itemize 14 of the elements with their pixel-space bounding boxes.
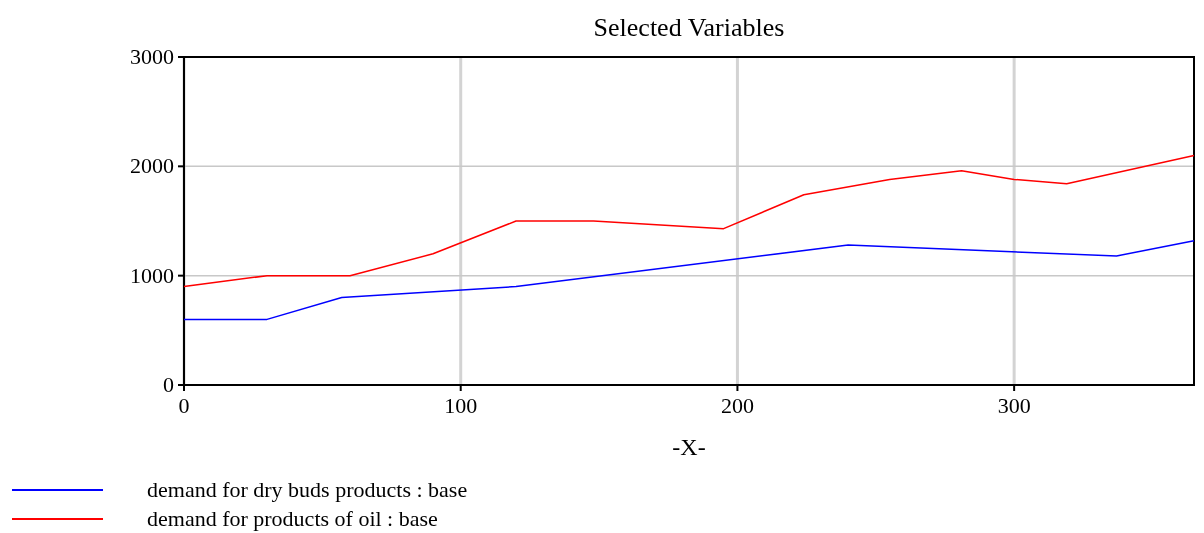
y-tick-label: 2000 xyxy=(130,153,174,179)
y-tick-label: 0 xyxy=(163,372,174,397)
x-axis-title: -X- xyxy=(672,434,706,460)
y-tick-label: 1000 xyxy=(130,262,174,288)
x-tick-label: 0 xyxy=(178,393,190,418)
x-tick-label: 200 xyxy=(720,393,754,418)
x-tick-label: 100 xyxy=(444,393,478,418)
x-tick-label: 300 xyxy=(997,393,1031,418)
line-series xyxy=(183,154,1195,288)
line-series xyxy=(183,239,1195,321)
y-tick-label: 3000 xyxy=(130,44,174,69)
chart-title: Selected Variables xyxy=(593,13,785,42)
legend-label: demand for dry buds products : base xyxy=(147,477,468,502)
legend-label: demand for products of oil : base xyxy=(147,506,438,531)
